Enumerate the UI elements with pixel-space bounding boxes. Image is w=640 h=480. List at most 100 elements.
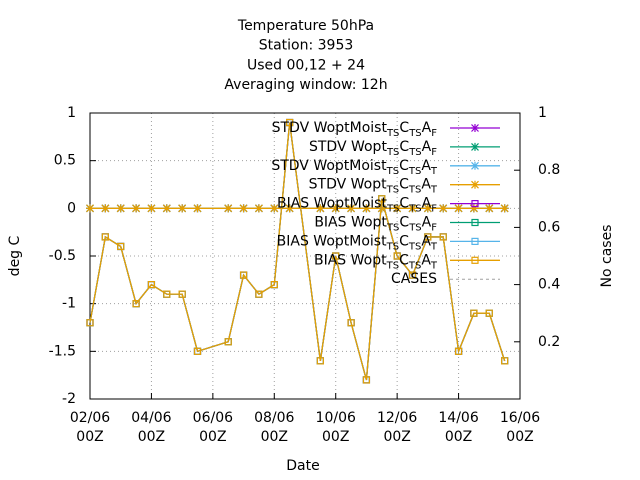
x-tick-label: 00Z bbox=[261, 429, 288, 445]
marker bbox=[471, 142, 479, 151]
y2-tick-label: 0.4 bbox=[538, 277, 560, 293]
legend-label: STDV WoptMoistTSCTSAT bbox=[271, 158, 438, 177]
marker bbox=[454, 204, 463, 213]
marker bbox=[347, 319, 355, 327]
point bbox=[423, 204, 432, 213]
point bbox=[178, 290, 186, 298]
x-tick-label: 00Z bbox=[383, 429, 410, 445]
x-tick-label: 12/06 bbox=[377, 410, 417, 426]
marker bbox=[471, 180, 479, 189]
marker bbox=[439, 204, 448, 213]
marker bbox=[439, 233, 447, 241]
point bbox=[454, 204, 463, 213]
marker bbox=[471, 218, 479, 227]
point bbox=[439, 204, 448, 213]
y-tick-label: 0 bbox=[67, 200, 76, 216]
x-tick-label: 16/06 bbox=[500, 410, 540, 426]
marker bbox=[500, 204, 509, 213]
marker bbox=[255, 290, 263, 298]
point bbox=[470, 309, 478, 317]
point bbox=[86, 204, 94, 213]
marker bbox=[270, 281, 278, 289]
marker bbox=[178, 204, 187, 213]
point bbox=[408, 271, 417, 279]
legend-label: CASES bbox=[391, 271, 437, 287]
x-tick-label: 00Z bbox=[506, 429, 533, 445]
chart-title: Averaging window: 12h bbox=[224, 77, 387, 93]
marker bbox=[347, 204, 356, 213]
marker bbox=[101, 204, 110, 213]
y2-tick-label: 0.6 bbox=[538, 219, 560, 235]
x-tick-label: 04/06 bbox=[131, 410, 171, 426]
legend-label: BIAS WoptMoistTSCTSAF bbox=[277, 196, 437, 215]
point bbox=[117, 242, 125, 251]
marker bbox=[286, 118, 294, 127]
marker bbox=[471, 161, 479, 170]
marker bbox=[471, 200, 479, 208]
point bbox=[471, 256, 479, 264]
marker bbox=[408, 204, 417, 213]
marker bbox=[86, 319, 94, 327]
point bbox=[101, 233, 109, 241]
marker bbox=[147, 204, 156, 213]
marker bbox=[393, 252, 401, 260]
marker bbox=[454, 347, 463, 355]
marker bbox=[470, 309, 478, 317]
marker bbox=[331, 204, 340, 213]
y-tick-label: -0.5 bbox=[49, 248, 76, 264]
chart-title: Used 00,12 + 24 bbox=[247, 57, 365, 73]
x-tick-label: 00Z bbox=[445, 429, 472, 445]
point bbox=[162, 204, 171, 213]
marker bbox=[469, 204, 478, 213]
marker bbox=[178, 290, 186, 298]
point bbox=[285, 204, 294, 213]
y-tick-label: -2 bbox=[62, 391, 76, 407]
point bbox=[469, 204, 478, 213]
x-tick-label: 00Z bbox=[322, 429, 349, 445]
marker bbox=[471, 256, 479, 264]
point bbox=[471, 161, 479, 170]
marker bbox=[163, 290, 171, 298]
marker bbox=[362, 204, 371, 213]
point bbox=[116, 204, 125, 213]
y2-tick-label: 0.8 bbox=[538, 162, 560, 178]
point bbox=[332, 252, 340, 260]
marker bbox=[193, 347, 202, 355]
x-tick-label: 00Z bbox=[199, 429, 226, 445]
y-axis-label: deg C bbox=[7, 235, 23, 276]
x-tick-label: 02/06 bbox=[70, 410, 110, 426]
marker bbox=[224, 338, 232, 346]
point bbox=[316, 204, 325, 213]
marker bbox=[316, 204, 325, 213]
marker bbox=[408, 271, 417, 279]
marker bbox=[193, 204, 202, 213]
point bbox=[378, 195, 386, 203]
marker bbox=[485, 204, 494, 213]
marker bbox=[378, 195, 386, 203]
marker bbox=[332, 252, 340, 260]
point bbox=[316, 357, 324, 365]
point bbox=[163, 290, 171, 298]
y2-tick-label: 0.2 bbox=[538, 334, 560, 350]
point bbox=[331, 204, 340, 213]
y-tick-label: 1 bbox=[67, 105, 76, 121]
x-tick-label: 00Z bbox=[76, 429, 103, 445]
point bbox=[485, 204, 494, 213]
marker bbox=[377, 204, 386, 213]
marker bbox=[117, 242, 125, 251]
point bbox=[178, 204, 187, 213]
point bbox=[347, 204, 356, 213]
point bbox=[86, 319, 94, 327]
y-tick-label: 0.5 bbox=[54, 153, 76, 169]
point bbox=[147, 281, 156, 289]
marker bbox=[316, 357, 324, 365]
point bbox=[471, 142, 479, 151]
point bbox=[224, 338, 232, 346]
marker bbox=[162, 204, 171, 213]
marker bbox=[424, 233, 432, 241]
marker bbox=[471, 124, 479, 132]
point bbox=[471, 237, 479, 245]
marker bbox=[471, 237, 479, 245]
y-tick-label: -1 bbox=[62, 296, 76, 312]
